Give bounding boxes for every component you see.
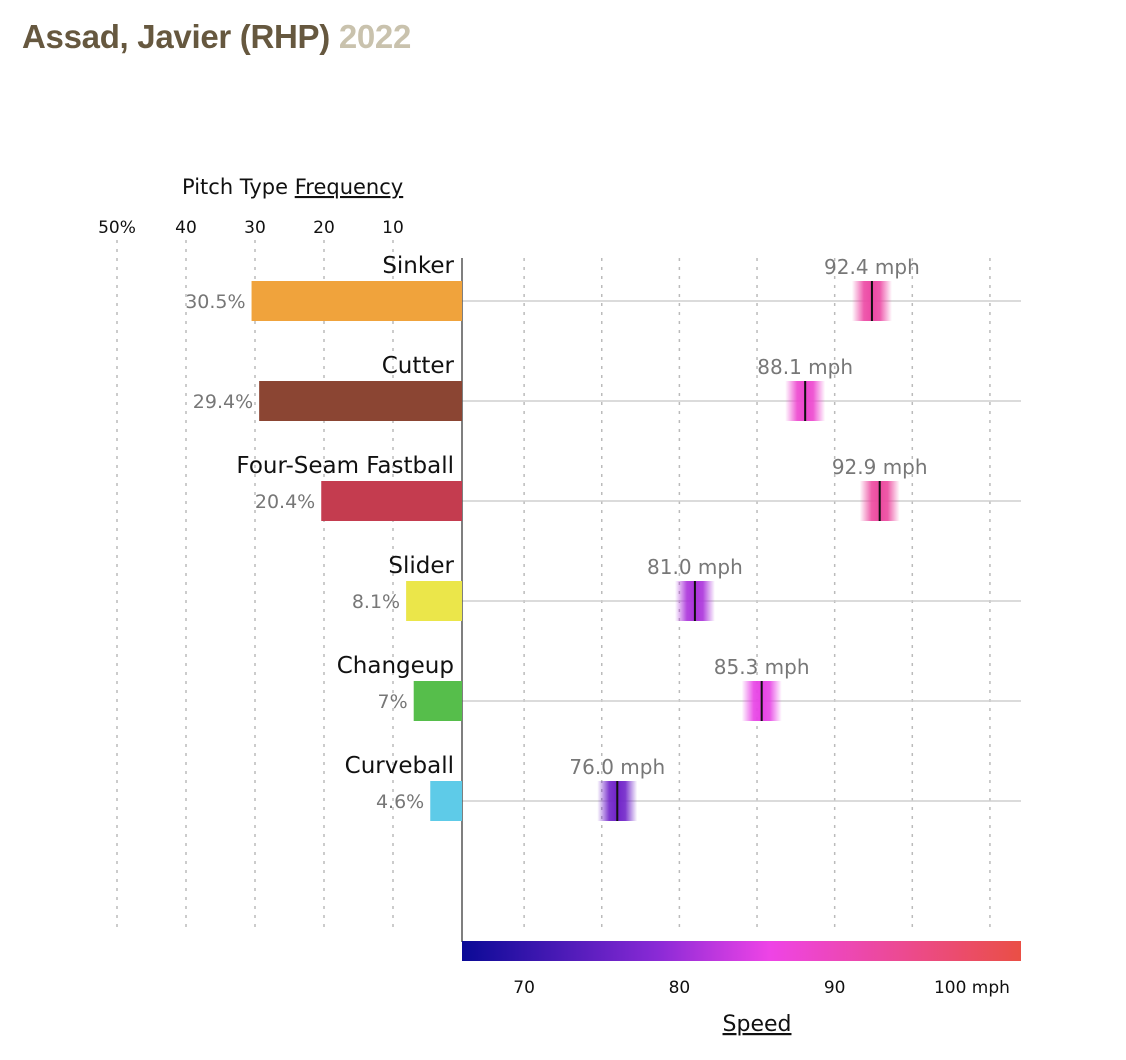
frequency-tick-label: 50% [98, 218, 136, 238]
pitch-name-label: Sinker [382, 253, 454, 279]
speed-value-label: 88.1 mph [757, 355, 853, 379]
frequency-bar [251, 281, 462, 321]
speed-tick-label: 100 mph [934, 978, 1010, 998]
frequency-link[interactable]: Frequency [295, 175, 404, 199]
frequency-value-label: 7% [378, 691, 408, 713]
speed-tick-label: 70 [513, 978, 535, 998]
pitch-name-label: Changeup [337, 653, 454, 679]
frequency-tick-label: 40 [175, 218, 197, 238]
frequency-value-label: 4.6% [376, 791, 424, 813]
pitch-name-label: Four-Seam Fastball [236, 453, 454, 479]
player-name: Assad, Javier (RHP) [22, 18, 330, 55]
frequency-value-label: 8.1% [352, 591, 400, 613]
speed-color-scale [462, 941, 1021, 961]
frequency-bar [406, 581, 462, 621]
frequency-axis-title-prefix: Pitch Type [182, 175, 295, 199]
frequency-tick-label: 20 [313, 218, 335, 238]
frequency-value-label: 20.4% [255, 491, 315, 513]
speed-value-label: 85.3 mph [714, 655, 810, 679]
speed-value-label: 92.9 mph [832, 455, 928, 479]
speed-value-label: 81.0 mph [647, 555, 743, 579]
pitch-name-label: Cutter [382, 353, 455, 379]
season-year: 2022 [338, 18, 412, 55]
pitch-name-label: Curveball [345, 753, 454, 779]
frequency-bar [259, 381, 462, 421]
frequency-bar [413, 681, 462, 721]
frequency-tick-label: 30 [244, 218, 266, 238]
frequency-value-label: 30.5% [185, 291, 245, 313]
page-title: Assad, Javier (RHP) 2022 [22, 18, 411, 56]
frequency-tick-label: 10 [382, 218, 404, 238]
speed-value-label: 92.4 mph [824, 255, 920, 279]
frequency-value-label: 29.4% [193, 391, 253, 413]
speed-value-label: 76.0 mph [569, 755, 665, 779]
speed-tick-label: 80 [669, 978, 691, 998]
pitch-name-label: Slider [388, 553, 454, 579]
frequency-bar [430, 781, 462, 821]
speed-tick-label: 90 [824, 978, 846, 998]
speed-axis-title: Speed [723, 1012, 792, 1037]
frequency-axis-title: Pitch Type Frequency [182, 175, 403, 199]
frequency-bar [321, 481, 462, 521]
